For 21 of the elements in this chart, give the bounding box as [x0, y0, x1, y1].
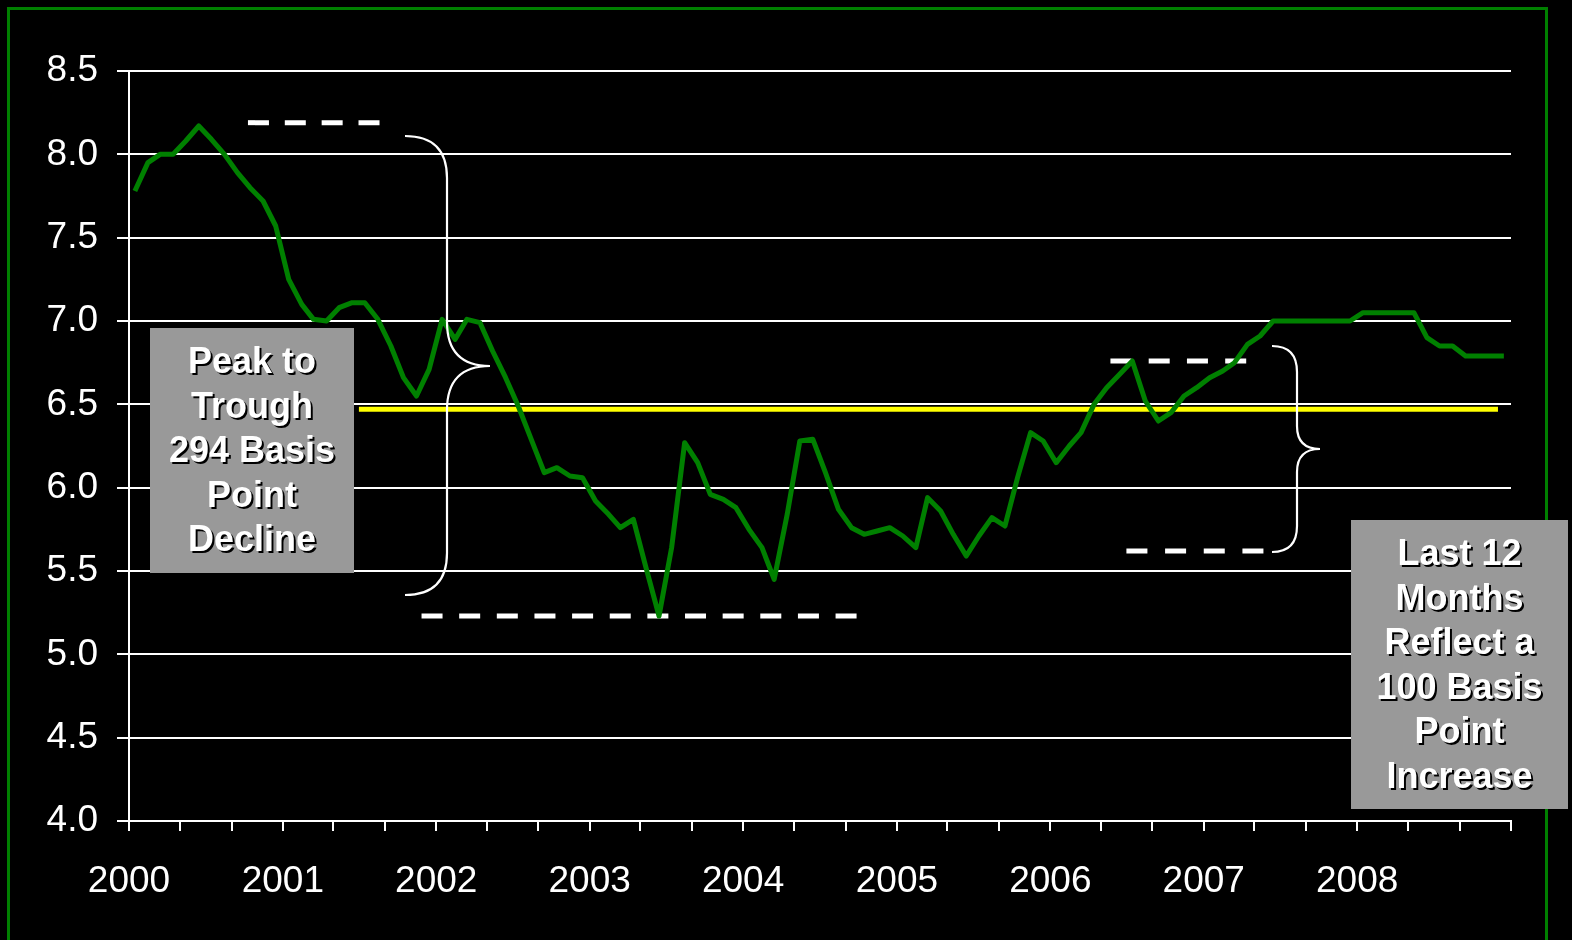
y-tick-label: 7.0: [46, 298, 98, 340]
x-tick-label: 2007: [1162, 859, 1245, 901]
x-tick-label: 2005: [855, 859, 939, 901]
x-tick-label: 2006: [1009, 859, 1092, 901]
annotation: Last 12 Months Reflect a 100 Basis Point Increase: [1351, 520, 1568, 809]
y-tick-label: 5.0: [46, 631, 98, 673]
y-tick-label: 6.0: [46, 464, 98, 506]
y-tick-label: 4.0: [46, 798, 98, 840]
annotation: Peak to Trough 294 Basis Point Decline: [150, 328, 354, 573]
x-tick-label: 2001: [241, 859, 324, 901]
y-tick-label: 7.5: [46, 214, 98, 256]
y-tick-label: 5.5: [46, 548, 98, 590]
y-tick-label: 8.5: [46, 48, 98, 90]
y-tick-label: 6.5: [46, 381, 98, 423]
x-tick-label: 2000: [87, 859, 171, 901]
y-tick-label: 8.0: [46, 131, 98, 173]
x-tick-label: 2008: [1316, 859, 1399, 901]
x-tick-label: 2002: [395, 859, 478, 901]
y-tick-label: 4.5: [46, 714, 98, 756]
x-tick-label: 2003: [548, 859, 631, 901]
x-tick-label: 2004: [701, 859, 785, 901]
